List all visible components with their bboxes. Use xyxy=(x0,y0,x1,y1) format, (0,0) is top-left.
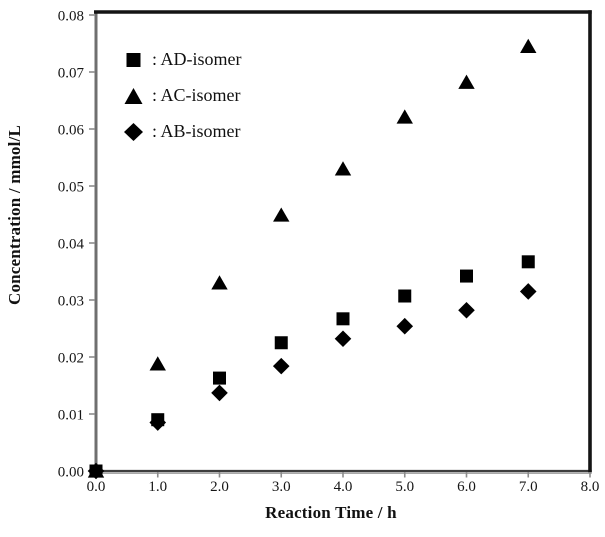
y-tick-label: 0.02 xyxy=(58,350,84,366)
point-AB-isomer-7h xyxy=(519,283,537,300)
legend-item-ac-isomer: : AC-isomer xyxy=(123,81,242,110)
x-tick-label: 5.0 xyxy=(395,479,414,495)
point-AC-isomer-6h xyxy=(458,74,475,89)
x-tick-label: 0.0 xyxy=(87,479,106,495)
point-AD-isomer-3h xyxy=(274,336,288,350)
point-AB-isomer-4h xyxy=(334,330,352,348)
point-AD-isomer-4h xyxy=(336,312,350,326)
point-AC-isomer-7h xyxy=(520,38,537,53)
x-tick-label: 8.0 xyxy=(581,479,600,495)
y-tick-label: 0.08 xyxy=(58,8,84,24)
legend-square-icon xyxy=(126,52,141,67)
y-tick-label: 0.06 xyxy=(58,122,85,138)
point-AC-isomer-4h xyxy=(334,161,352,176)
x-axis-title: Reaction Time / h xyxy=(265,503,397,522)
y-axis-title: Concentration / mmol/L xyxy=(5,124,24,306)
legend-triangle-icon xyxy=(124,87,143,104)
y-tick-label: 0.01 xyxy=(58,407,84,423)
x-tick-label: 6.0 xyxy=(457,479,476,495)
point-AB-isomer-3h xyxy=(272,357,290,375)
point-AB-isomer-6h xyxy=(458,301,475,319)
point-AB-isomer-2h xyxy=(211,384,228,402)
point-AC-isomer-3h xyxy=(273,207,290,222)
legend-item-ad-isomer: : AD-isomer xyxy=(123,45,242,74)
x-tick-label: 7.0 xyxy=(519,479,538,495)
y-tick-label: 0.03 xyxy=(58,293,84,309)
x-tick-label: 1.0 xyxy=(148,479,167,495)
legend-item-ab-isomer: : AB-isomer xyxy=(123,117,242,146)
point-AB-isomer-5h xyxy=(396,317,414,335)
legend-label-ac-isomer: : AC-isomer xyxy=(152,85,241,105)
point-AD-isomer-7h xyxy=(521,255,535,269)
point-AC-isomer-1h xyxy=(149,356,166,371)
legend-label-ad-isomer: : AD-isomer xyxy=(152,49,242,69)
x-tick-label: 4.0 xyxy=(334,479,353,495)
point-AC-isomer-5h xyxy=(396,109,413,124)
y-tick-label: 0.00 xyxy=(58,464,84,480)
x-tick-label: 3.0 xyxy=(272,479,291,495)
legend: : AD-isomer : AC-isomer : AB-isomer xyxy=(123,45,242,146)
y-tick-label: 0.05 xyxy=(58,179,84,195)
x-tick-label: 2.0 xyxy=(210,479,229,495)
point-AD-isomer-1h xyxy=(151,413,165,427)
point-AC-isomer-2h xyxy=(211,275,228,290)
legend-diamond-icon xyxy=(124,122,143,141)
point-AD-isomer-5h xyxy=(398,289,412,303)
y-tick-label: 0.04 xyxy=(58,236,85,252)
legend-label-ab-isomer: : AB-isomer xyxy=(152,121,241,141)
y-tick-label: 0.07 xyxy=(58,65,85,81)
point-AD-isomer-6h xyxy=(460,269,473,283)
point-AD-isomer-2h xyxy=(213,371,226,385)
point-AD-isomer-0h xyxy=(89,464,103,478)
